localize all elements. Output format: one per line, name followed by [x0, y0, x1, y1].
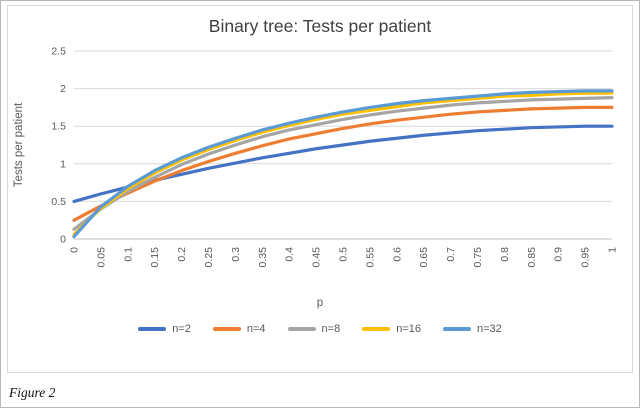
legend-line-swatch — [362, 327, 391, 331]
legend-label: n=32 — [477, 323, 502, 335]
series-line-n32[interactable] — [72, 89, 614, 239]
series-line-n16[interactable] — [72, 91, 614, 237]
chart-area: Binary tree: Tests per patient Tests per… — [7, 5, 633, 373]
legend-label: n=16 — [396, 323, 421, 335]
legend-line-swatch — [138, 327, 167, 331]
x-tick-label: 0.2 — [176, 247, 188, 262]
x-tick-label: 0.85 — [526, 247, 538, 268]
chart-legend: n=2 n=4 n=8 n=16 n=32 — [8, 323, 632, 335]
x-tick-label: 0.9 — [553, 247, 565, 262]
legend-label: n=4 — [246, 323, 266, 335]
x-tick-label: 0.7 — [445, 247, 457, 262]
y-tick-label: 2.5 — [51, 46, 66, 58]
plot-canvas: Tests per patient 0 0.5 1 1.5 2 2.5 0 0.05 0.1 0.… — [13, 46, 619, 268]
x-tick-label: 0.1 — [122, 247, 134, 262]
x-tick-label: 0.15 — [149, 247, 161, 268]
x-tick-label: 0.65 — [418, 247, 430, 268]
series-line-n4[interactable] — [72, 105, 614, 222]
legend-line-swatch — [443, 327, 471, 331]
legend-item-n8[interactable]: n=8 — [287, 323, 341, 335]
legend-item-n16[interactable]: n=16 — [362, 323, 421, 335]
y-tick-label: 1.5 — [51, 121, 66, 133]
x-tick-label: 0.35 — [257, 247, 269, 268]
x-tick-label: 0.95 — [580, 247, 592, 268]
x-tick-label: 0.3 — [230, 247, 242, 262]
x-axis-title: p — [316, 297, 324, 309]
legend-label: n=2 — [172, 323, 191, 335]
legend-item-n2[interactable]: n=2 — [138, 323, 191, 335]
x-tick-label: 0.05 — [95, 247, 107, 268]
x-tick-label: 0 — [69, 247, 81, 253]
x-tick-label: 0.4 — [284, 247, 296, 262]
y-axis-title: Tests per patient — [13, 102, 25, 187]
x-tick-label: 0.5 — [338, 247, 350, 262]
legend-item-n4[interactable]: n=4 — [212, 323, 266, 335]
x-tick-label: 0.75 — [472, 247, 484, 268]
legend-label: n=8 — [321, 323, 341, 335]
figure-caption: Figure 2 — [9, 385, 56, 400]
y-tick-label: 1 — [60, 158, 66, 170]
x-tick-label: 0.55 — [364, 247, 376, 268]
y-tick-label: 0 — [60, 234, 66, 246]
x-tick-label: 0.45 — [311, 247, 323, 268]
x-tick-label: 1 — [607, 247, 619, 253]
chart-title: Binary tree: Tests per patient — [208, 16, 432, 36]
legend-line-swatch — [212, 327, 241, 331]
y-tick-label: 2 — [60, 83, 66, 95]
x-tick-label: 0.25 — [203, 247, 215, 268]
x-tick-label: 0.8 — [499, 247, 511, 262]
series-line-n8[interactable] — [72, 96, 614, 231]
legend-item-n32[interactable]: n=32 — [443, 323, 502, 335]
legend-line-swatch — [287, 327, 316, 331]
y-tick-label: 0.5 — [51, 196, 66, 208]
x-tick-label: 0.6 — [391, 247, 403, 262]
